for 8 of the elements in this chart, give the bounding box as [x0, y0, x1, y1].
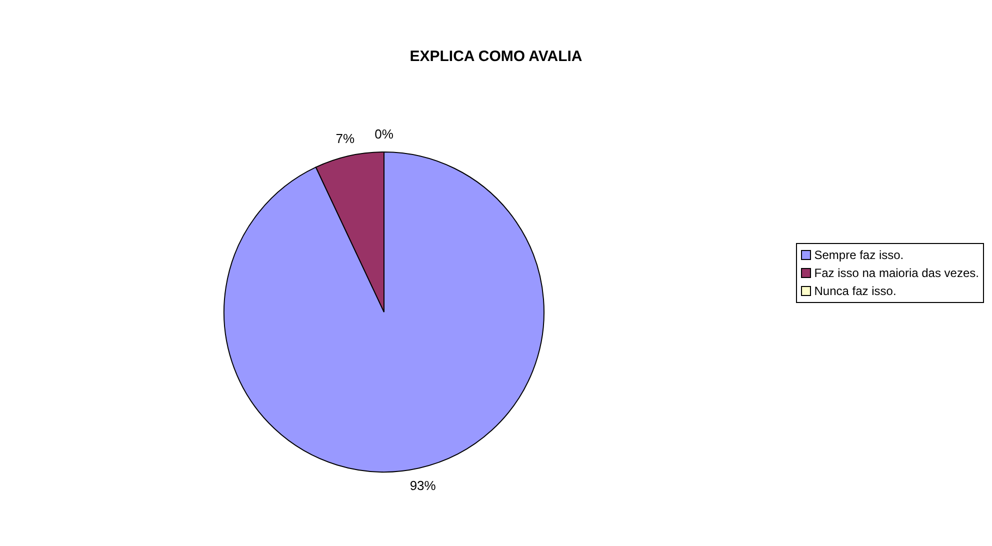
data-label: 7%: [336, 130, 355, 146]
legend-label: Faz isso na maioria das vezes.: [814, 265, 979, 282]
text: 0%: [374, 126, 394, 142]
legend-label: Nunca faz isso.: [814, 283, 896, 300]
pie-slice: [224, 152, 544, 472]
legend-label: Sempre faz isso.: [814, 247, 904, 264]
chart-title: EXPLICA COMO AVALIA: [408, 48, 584, 65]
data-label: 93%: [410, 478, 436, 494]
